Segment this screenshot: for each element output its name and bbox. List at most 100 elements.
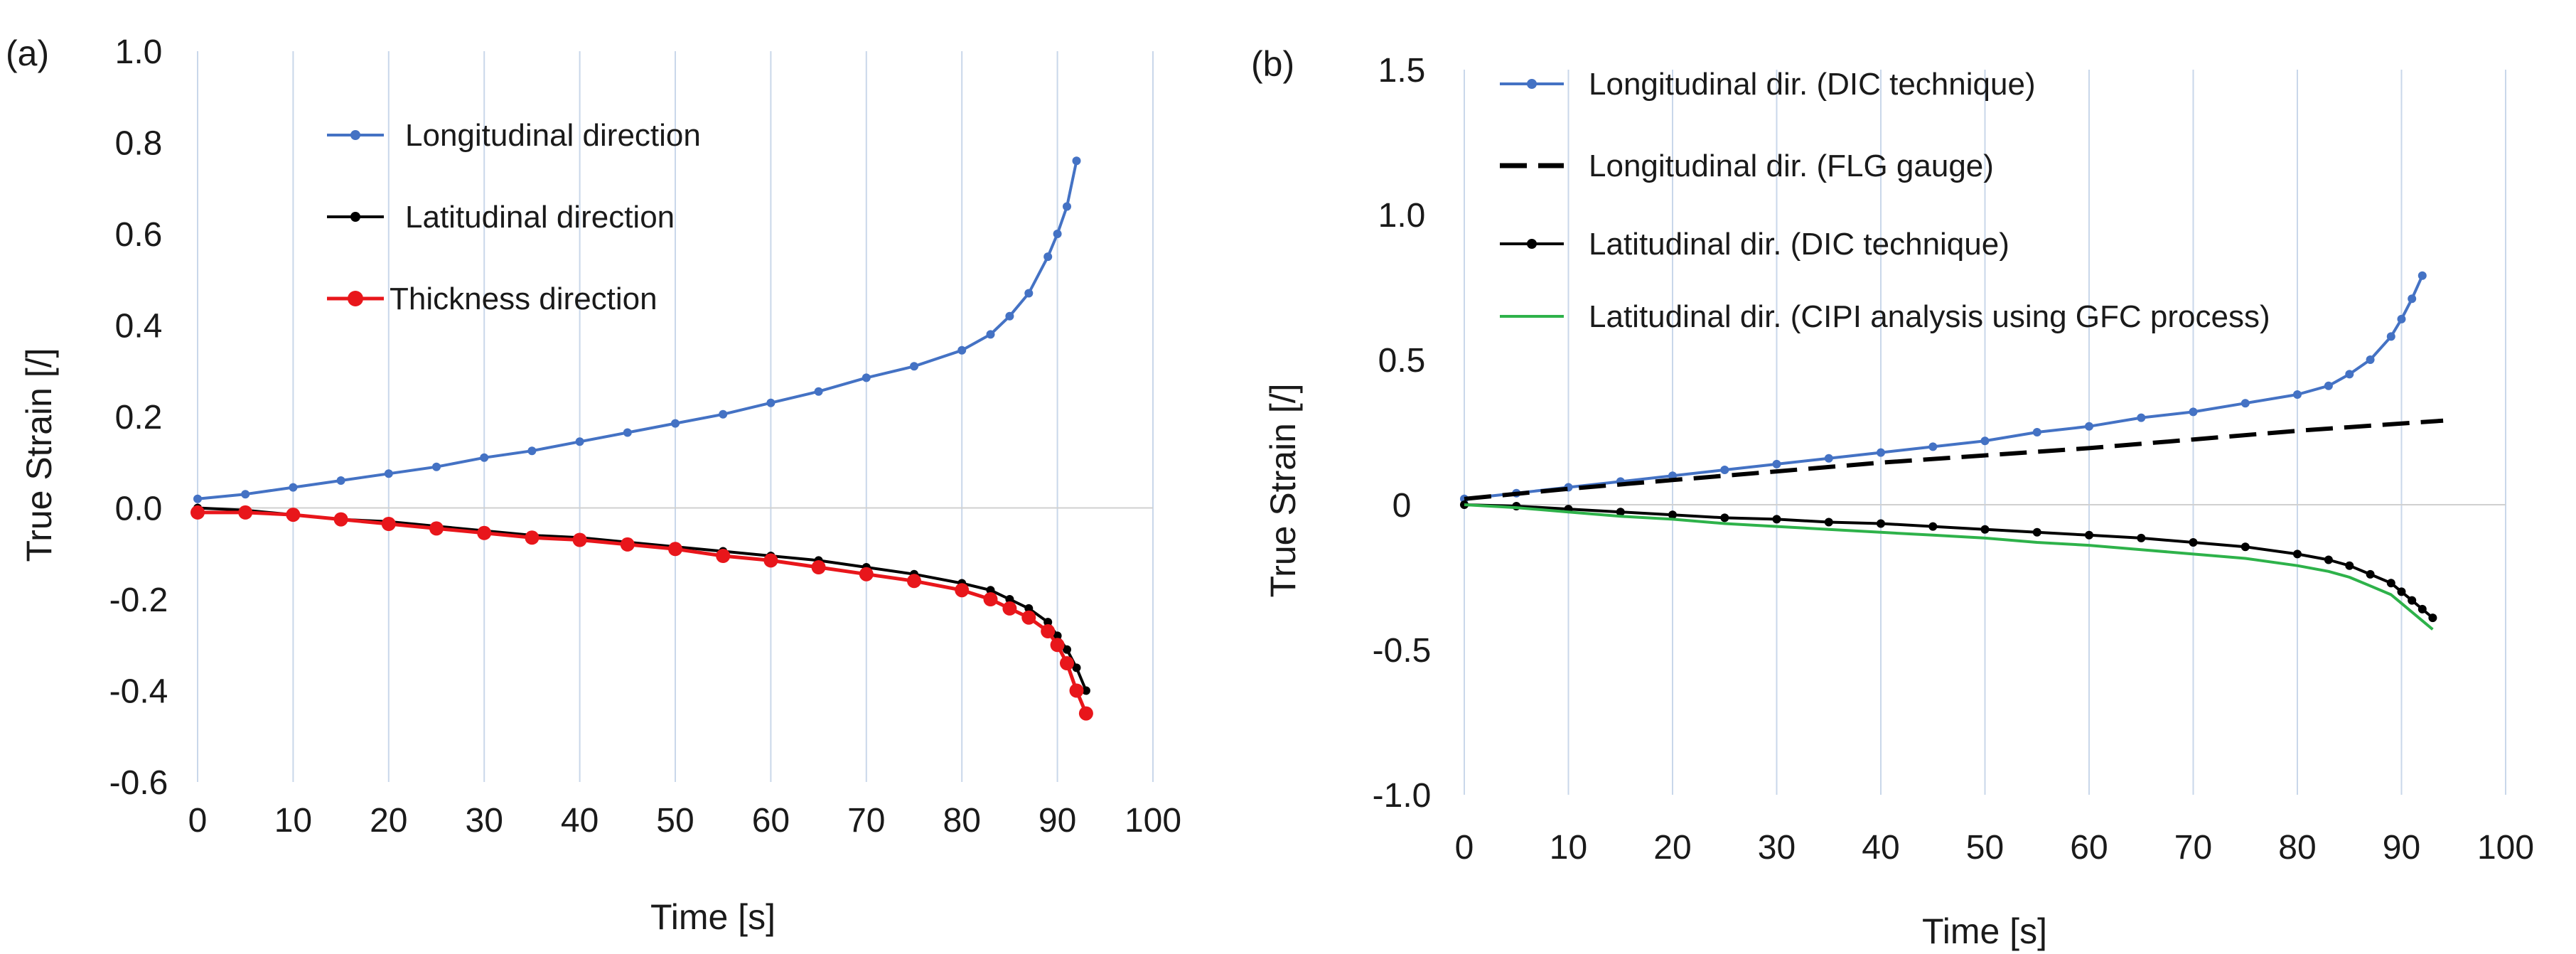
chart-a-point-thickness-direction-14 <box>859 567 874 581</box>
chart-b-y-tick-neg0_5: -0.5 <box>1373 632 1432 670</box>
chart-a-point-longitudinal-direction-21 <box>1053 230 1062 238</box>
chart-a-point-longitudinal-direction-22 <box>1063 202 1071 211</box>
legend-marker-latitudinal-dic <box>1527 239 1537 249</box>
chart-b-gridlines <box>1464 70 2506 795</box>
chart-a-point-thickness-direction-12 <box>763 553 778 568</box>
chart-a-point-thickness-direction-20 <box>1041 624 1056 638</box>
chart-b-point-longitudinal-dir-dic-technique-5 <box>1720 466 1729 474</box>
chart-b-point-latitudinal-dir-dic-technique-20 <box>2386 579 2395 588</box>
chart-a-x-tick-50: 50 <box>656 802 694 840</box>
chart-b-point-latitudinal-dir-dic-technique-13 <box>2137 533 2146 542</box>
chart-a-y-tick-neg0_4: -0.4 <box>109 673 168 711</box>
chart-b-x-tick-20: 20 <box>1653 829 1691 867</box>
chart-b-x-tick-60: 60 <box>2070 829 2108 867</box>
chart-b-point-latitudinal-dir-dic-technique-12 <box>2085 530 2093 540</box>
chart-b-point-longitudinal-dir-dic-technique-16 <box>2293 390 2302 399</box>
chart-a-point-longitudinal-direction-15 <box>910 362 918 371</box>
legend-item-longitudinal-direction: Longitudinal direction <box>327 118 701 153</box>
chart-b-point-latitudinal-dir-dic-technique-17 <box>2324 555 2333 564</box>
chart-b-point-longitudinal-dir-dic-technique-22 <box>2408 294 2417 304</box>
chart-a-point-thickness-direction-13 <box>811 560 826 574</box>
chart-a-x-tick-10: 10 <box>274 802 312 840</box>
chart-a-legend: Longitudinal direction Latitudinal direc… <box>327 118 701 316</box>
chart-b-x-tick-30: 30 <box>1758 829 1796 867</box>
chart-a-point-longitudinal-direction-2 <box>289 483 298 492</box>
chart-a-point-thickness-direction-1 <box>238 505 253 520</box>
chart-a-x-tick-40: 40 <box>561 802 599 840</box>
chart-a-point-longitudinal-direction-20 <box>1043 252 1053 262</box>
chart-b-series <box>1460 271 2444 631</box>
chart-a: 0 10 20 30 40 50 60 70 80 90 100 -0.6 -0.4 -0.2 0.0 0.… <box>6 33 1181 937</box>
chart-a-point-thickness-direction-10 <box>668 542 682 557</box>
chart-b-x-tick-80: 80 <box>2278 829 2316 867</box>
legend-item-latitudinal-cipi: Latitudinal dir. (CIPI analysis using GF… <box>1500 299 2270 334</box>
chart-b-series-longitudinal-dir-dic-technique <box>1460 271 2427 503</box>
chart-a-series-thickness-direction <box>190 505 1093 721</box>
chart-b-point-latitudinal-dir-dic-technique-11 <box>2032 527 2041 537</box>
chart-a-point-latitudinal-direction-20 <box>1043 618 1053 627</box>
legend-marker-thickness-direction <box>348 291 363 306</box>
chart-a-point-thickness-direction-17 <box>983 592 998 606</box>
chart-a-x-tick-20: 20 <box>370 802 407 840</box>
chart-a-point-longitudinal-direction-3 <box>336 476 345 485</box>
legend-item-longitudinal-dic: Longitudinal dir. (DIC technique) <box>1500 67 2036 102</box>
chart-a-point-thickness-direction-15 <box>907 574 921 589</box>
chart-a-x-tick-labels: 0 10 20 30 40 50 60 70 80 90 100 <box>188 802 1181 840</box>
chart-b-point-latitudinal-dir-dic-technique-4 <box>1668 510 1677 520</box>
chart-a-point-longitudinal-direction-6 <box>480 453 489 462</box>
chart-a-point-thickness-direction-11 <box>716 549 731 563</box>
chart-a-point-thickness-direction-0 <box>190 505 205 520</box>
chart-a-x-axis-label: Time [s] <box>650 897 776 937</box>
chart-b-point-latitudinal-dir-dic-technique-21 <box>2397 587 2406 596</box>
chart-b-legend: Longitudinal dir. (DIC technique) Longit… <box>1500 67 2270 334</box>
chart-a-point-latitudinal-direction-23 <box>1072 663 1081 672</box>
chart-a-x-tick-90: 90 <box>1039 802 1076 840</box>
chart-a-y-tick-0_8: 0.8 <box>115 125 163 163</box>
chart-b-y-tick-neg1: -1.0 <box>1373 777 1432 815</box>
legend-label-longitudinal-dic: Longitudinal dir. (DIC technique) <box>1589 67 2036 102</box>
chart-a-point-thickness-direction-23 <box>1069 683 1084 698</box>
chart-a-point-longitudinal-direction-16 <box>957 345 967 355</box>
chart-a-point-longitudinal-direction-17 <box>986 330 995 339</box>
chart-b-point-latitudinal-dir-dic-technique-16 <box>2293 550 2302 559</box>
chart-a-point-latitudinal-direction-21 <box>1053 631 1062 641</box>
legend-marker-longitudinal-direction <box>350 130 360 140</box>
chart-b-point-longitudinal-dir-dic-technique-7 <box>1824 454 1833 463</box>
chart-a-point-longitudinal-direction-14 <box>862 373 871 382</box>
chart-a-panel-label: (a) <box>6 33 49 73</box>
chart-a-point-thickness-direction-6 <box>477 525 492 540</box>
chart-a-point-thickness-direction-5 <box>429 521 444 536</box>
chart-b-point-latitudinal-dir-dic-technique-22 <box>2408 596 2417 605</box>
chart-b-point-longitudinal-dir-dic-technique-21 <box>2397 314 2406 323</box>
chart-a-point-longitudinal-direction-19 <box>1024 289 1034 298</box>
chart-a-x-tick-0: 0 <box>188 802 208 840</box>
chart-b-point-latitudinal-dir-dic-technique-19 <box>2366 569 2375 579</box>
chart-a-point-longitudinal-direction-11 <box>719 409 728 419</box>
chart-a-point-thickness-direction-8 <box>572 532 587 547</box>
chart-b-line-longitudinal-dir-flg-gauge <box>1464 418 2444 501</box>
chart-b-point-longitudinal-dir-dic-technique-13 <box>2137 413 2146 422</box>
chart-a-y-tick-0: 0.0 <box>115 491 163 528</box>
chart-a-point-longitudinal-direction-23 <box>1072 156 1081 166</box>
chart-a-x-tick-60: 60 <box>752 802 790 840</box>
chart-b-y-tick-1_5: 1.5 <box>1378 52 1426 90</box>
legend-label-latitudinal-direction: Latitudinal direction <box>405 200 675 235</box>
chart-a-point-latitudinal-direction-17 <box>986 586 995 595</box>
chart-a-y-tick-labels: -0.6 -0.4 -0.2 0.0 0.2 0.4 0.6 0.8 1.0 <box>109 33 168 802</box>
chart-b-x-tick-100: 100 <box>2477 829 2534 867</box>
chart-b-y-tick-0_5: 0.5 <box>1378 342 1426 380</box>
chart-b-point-latitudinal-dir-dic-technique-15 <box>2240 542 2250 552</box>
chart-b-panel-label: (b) <box>1251 44 1294 84</box>
chart-a-y-tick-1: 1.0 <box>115 33 163 71</box>
chart-a-point-thickness-direction-2 <box>286 508 301 522</box>
chart-b-series-latitudinal-dir-cipi-analysis-using-gfc-process <box>1464 503 2434 631</box>
chart-b-point-longitudinal-dir-dic-technique-15 <box>2240 399 2250 408</box>
chart-b-point-latitudinal-dir-dic-technique-14 <box>2189 538 2198 547</box>
chart-b-point-latitudinal-dir-dic-technique-9 <box>1928 522 1938 531</box>
chart-a-y-tick-neg0_2: -0.2 <box>109 581 168 619</box>
chart-a-y-tick-0_6: 0.6 <box>115 216 163 254</box>
chart-b-point-latitudinal-dir-dic-technique-6 <box>1772 515 1781 524</box>
chart-a-point-thickness-direction-7 <box>525 530 540 545</box>
legend-marker-longitudinal-dic <box>1527 79 1537 89</box>
